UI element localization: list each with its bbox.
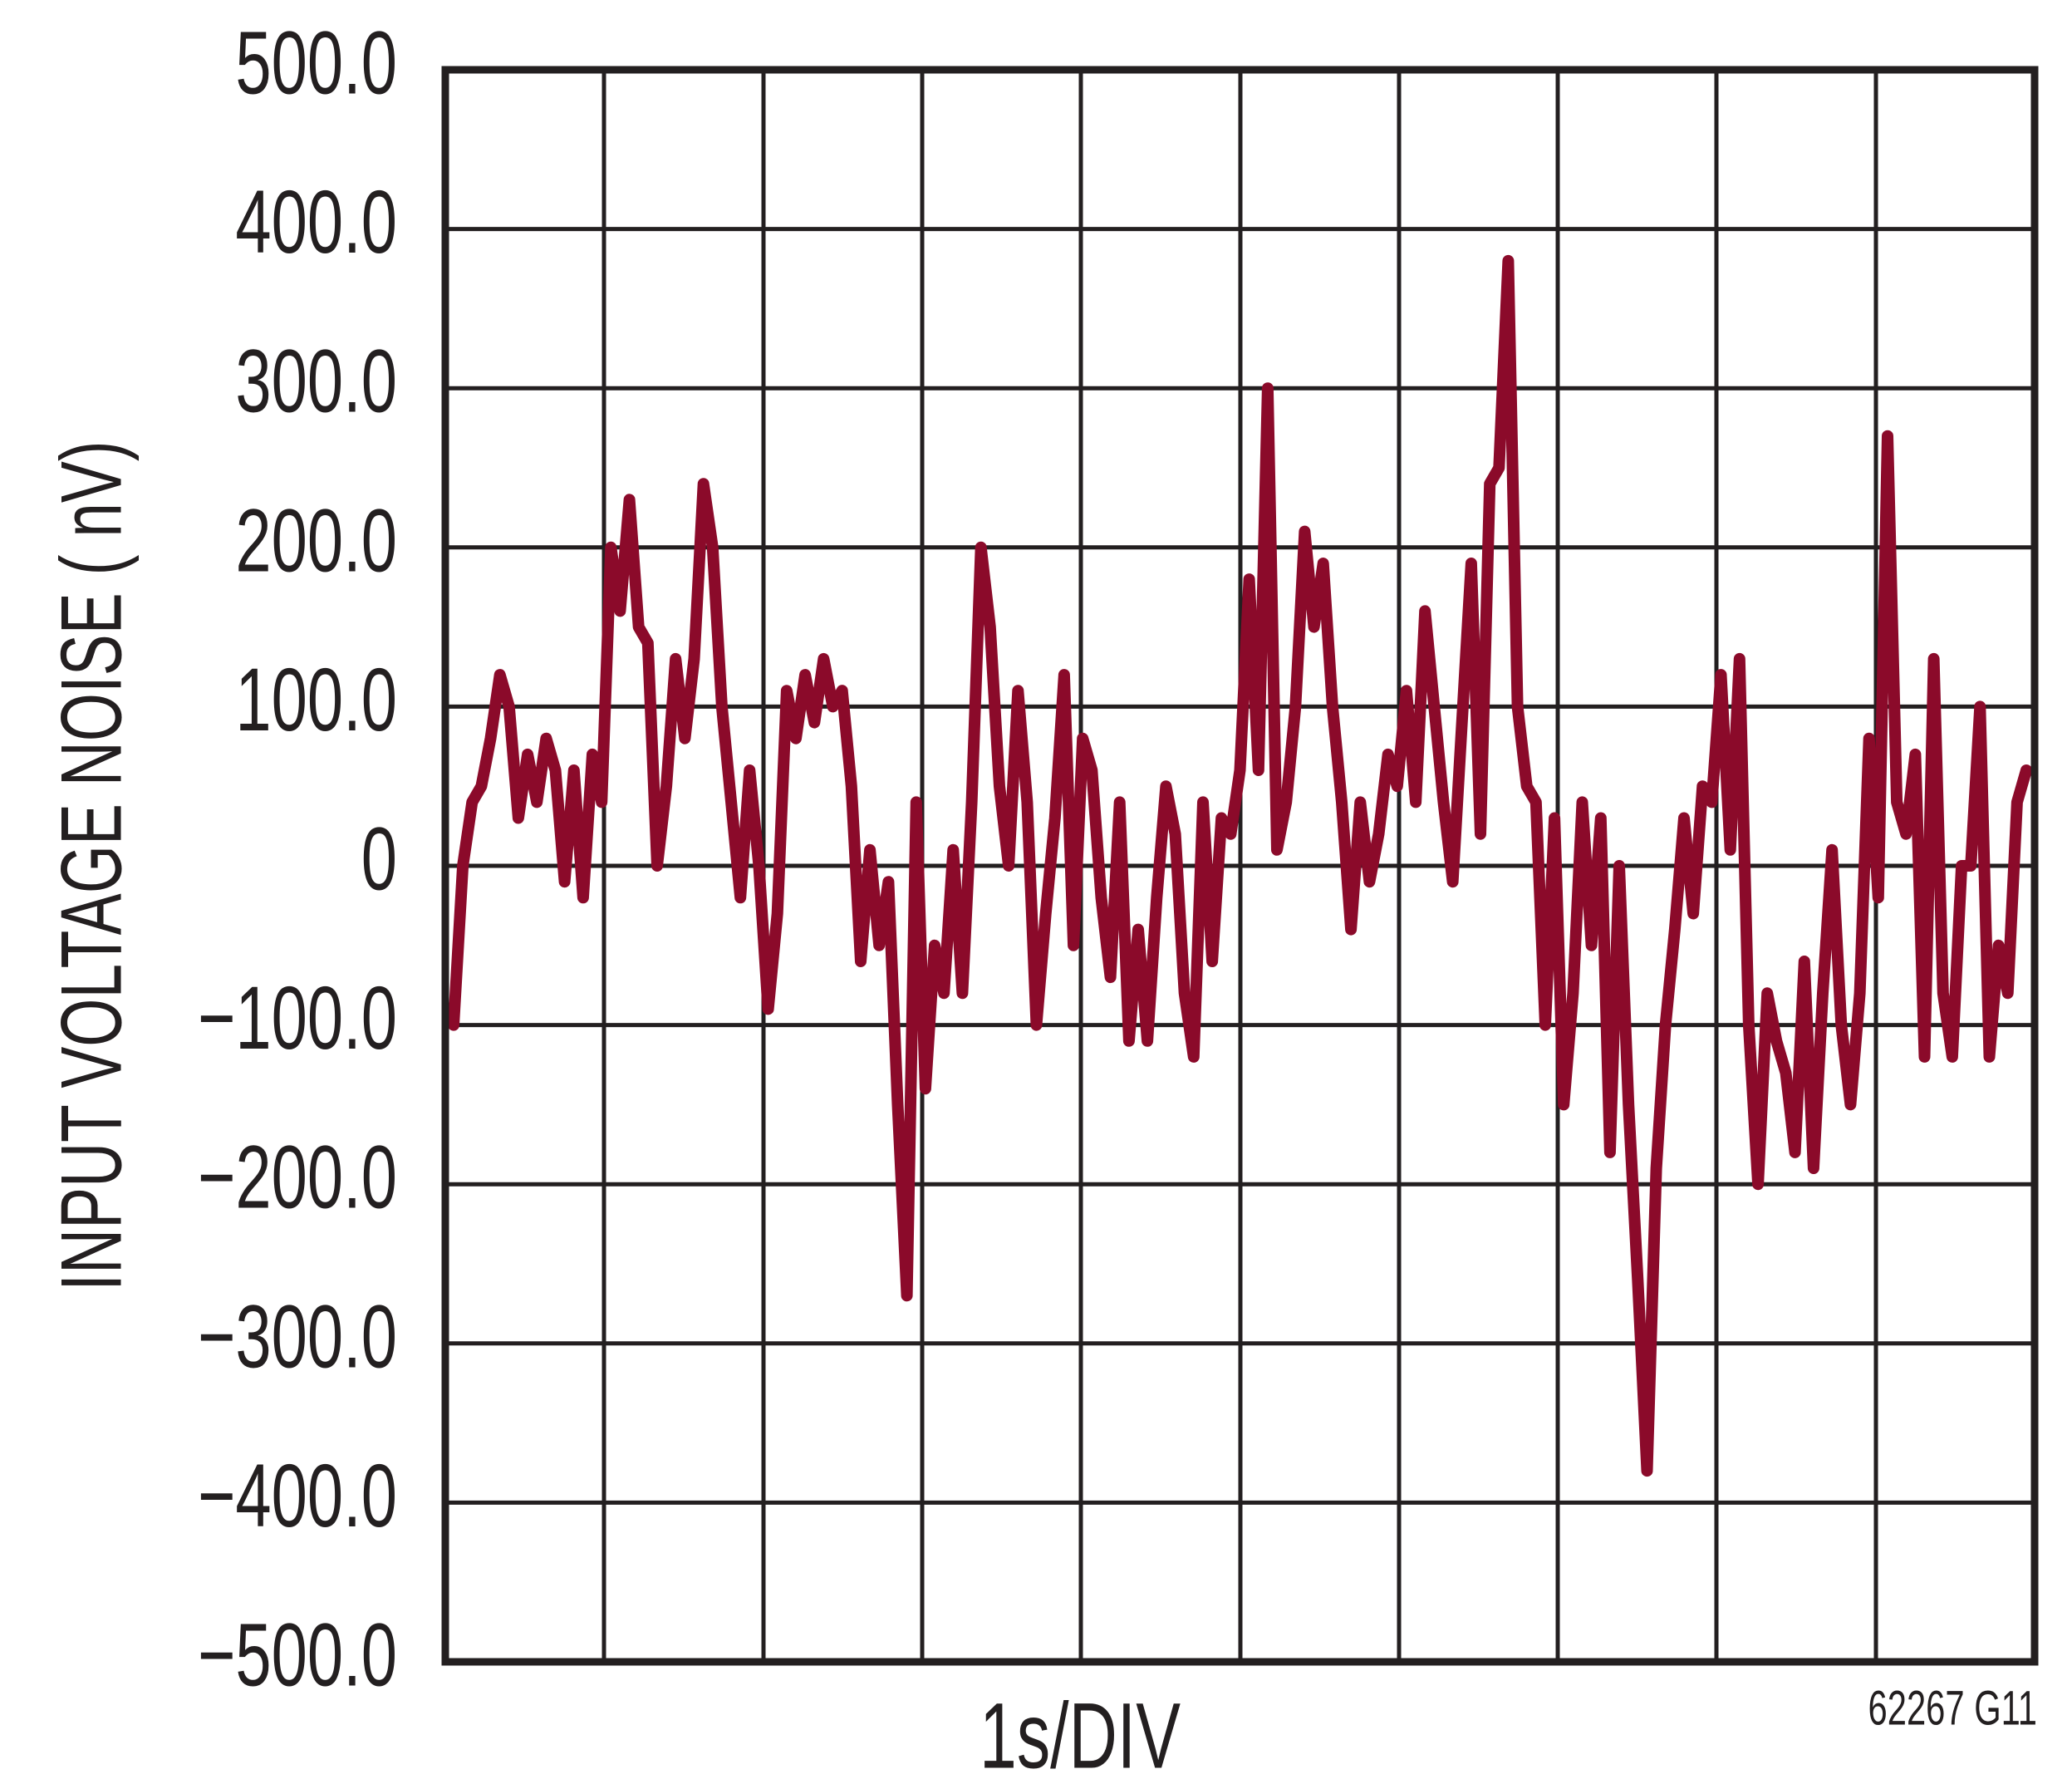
y-axis-label: INPUT VOLTAGE NOISE ( nV) bbox=[44, 440, 140, 1290]
y-tick-label: −500.0 bbox=[198, 1605, 397, 1705]
y-tick-label: 400.0 bbox=[235, 172, 397, 273]
y-tick-labels: 500.0 400.0 300.0 200.0 100.0 0 −100.0 −200.0 −3… bbox=[198, 12, 397, 1705]
y-tick-label: 100.0 bbox=[235, 649, 397, 749]
y-tick-label: 500.0 bbox=[235, 12, 397, 113]
figure-note: 62267 G11 bbox=[1868, 1681, 2037, 1735]
y-tick-label: 300.0 bbox=[235, 331, 397, 431]
trace bbox=[448, 254, 2032, 1477]
plot-frame bbox=[441, 66, 2039, 1666]
noise-line bbox=[448, 254, 2032, 1477]
y-tick-label: 0 bbox=[361, 808, 397, 909]
y-tick-label: −200.0 bbox=[198, 1127, 397, 1227]
y-tick-label: −100.0 bbox=[198, 968, 397, 1069]
y-tick-label: 200.0 bbox=[235, 490, 397, 591]
y-tick-label: −300.0 bbox=[198, 1286, 397, 1387]
y-tick-label: −400.0 bbox=[198, 1445, 397, 1546]
x-axis-label: 1s/DIV bbox=[980, 1684, 1181, 1779]
